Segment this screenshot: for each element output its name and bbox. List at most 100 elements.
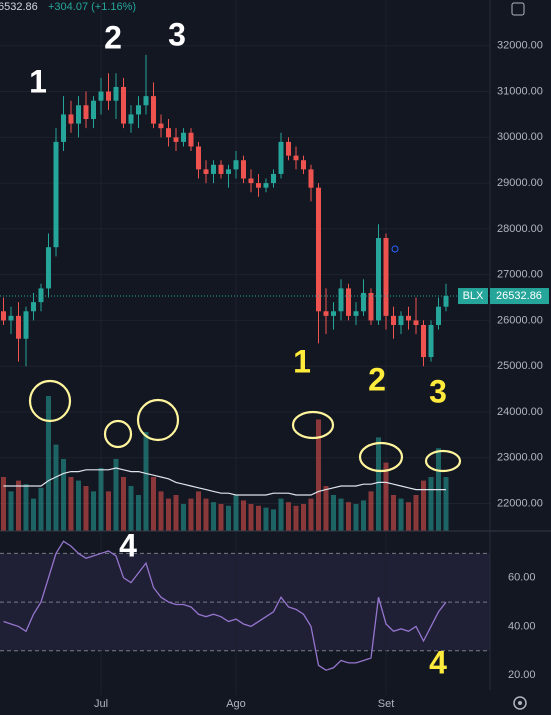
volume-bar: [211, 502, 216, 531]
gear[interactable]: [513, 696, 527, 710]
candle-body: [226, 169, 231, 174]
volume-bar: [53, 444, 59, 531]
annotation: 3: [168, 16, 186, 52]
candle-body: [46, 247, 51, 289]
annotation: 4: [119, 527, 137, 563]
candle-body: [151, 96, 156, 124]
gear-center[interactable]: [518, 701, 522, 705]
candle-body: [8, 315, 14, 321]
volume-bar: [226, 505, 231, 531]
circle: [358, 441, 404, 473]
annotation: 2: [368, 361, 386, 397]
volume-bar: [413, 495, 419, 531]
y-tick-label: 23000.00: [497, 452, 543, 464]
candle-body: [53, 141, 59, 248]
circle: [291, 410, 335, 440]
volume-bar: [346, 502, 351, 531]
volume-bar: [113, 459, 119, 531]
rsi-tick-label: 40.00: [508, 620, 536, 632]
candle-body: [338, 288, 344, 312]
volume-bar: [361, 500, 366, 531]
volume-bar: [76, 480, 81, 531]
volume-bar: [391, 495, 396, 531]
y-tick-label: 32000.00: [497, 40, 543, 52]
candle-body: [278, 141, 284, 174]
circle: [136, 398, 180, 442]
volume-bar: [233, 495, 239, 531]
y-tick-label: 31000.00: [497, 85, 543, 97]
y-tick-label: 27000.00: [497, 269, 543, 281]
candle-body: [211, 164, 216, 174]
candle-body: [1, 311, 6, 321]
volume-bar: [158, 491, 164, 531]
candle-body: [398, 315, 404, 326]
candle-body: [203, 169, 209, 174]
volume-bar: [16, 480, 21, 531]
volume-bar: [188, 498, 194, 531]
header-change: +304.07 (+1.16%): [48, 1, 136, 13]
y-tick-label: 29000.00: [497, 177, 543, 189]
candle-body: [31, 302, 36, 312]
volume-bar: [61, 459, 66, 531]
candle-body: [376, 238, 381, 321]
rsi-tick-label: 20.00: [508, 669, 536, 681]
volume-bar: [428, 477, 434, 531]
volume-bar: [106, 491, 111, 531]
candle-body: [316, 187, 321, 312]
annotation: 1: [293, 343, 311, 379]
candle-body: [91, 100, 96, 120]
volume-bar: [121, 477, 126, 531]
rsi-line: [3, 540, 447, 671]
volume-bar: [353, 504, 359, 531]
candle-body: [121, 86, 126, 124]
candle-body: [413, 320, 419, 326]
volume-bar: [8, 491, 14, 531]
volume-bar: [31, 498, 36, 531]
volume-bar: [421, 480, 426, 531]
candle-body: [361, 292, 366, 312]
volume-bar: [23, 484, 29, 531]
annotation: 4: [429, 644, 447, 680]
volume-bar: [38, 487, 44, 531]
volume-bar: [98, 468, 104, 531]
candle-body: [241, 160, 246, 179]
volume-bar: [136, 495, 141, 531]
volume-bar: [443, 477, 449, 531]
volume-bar: [331, 495, 336, 531]
candle-body: [286, 141, 291, 156]
volume-bar: [1, 477, 6, 531]
candle-body: [263, 183, 269, 188]
candle-body: [16, 315, 21, 339]
last-price-label: 26532.86: [496, 290, 542, 302]
volume-bar: [338, 498, 344, 531]
volume-bar: [301, 504, 306, 531]
highlight-circles: [28, 379, 462, 473]
circle: [28, 379, 72, 423]
rsi-tick-label: 60.00: [508, 572, 536, 584]
candle-body: [218, 164, 224, 174]
candle-body: [353, 311, 359, 316]
x-tick-label: Jul: [94, 698, 108, 710]
candle-body: [173, 137, 179, 142]
candle-body: [23, 311, 29, 339]
volume-ma: [3, 467, 446, 496]
toolbar-icon[interactable]: [511, 2, 525, 16]
candle-body: [443, 296, 449, 307]
candle-body: [368, 292, 374, 321]
candle-body: [391, 315, 396, 326]
candle-body: [188, 132, 194, 147]
y-tick-label: 30000.00: [497, 131, 543, 143]
candle-body: [346, 288, 351, 316]
circle: [424, 449, 462, 473]
annotation: 1: [29, 63, 47, 99]
candle-body: [308, 169, 314, 188]
candle-body: [106, 91, 111, 101]
settings-icon[interactable]: [513, 696, 527, 710]
volume-bar: [248, 504, 254, 531]
candle-body: [113, 86, 119, 101]
volume-bar: [218, 504, 224, 531]
y-tick-label: 25000.00: [497, 360, 543, 372]
volume-bar: [323, 486, 329, 531]
